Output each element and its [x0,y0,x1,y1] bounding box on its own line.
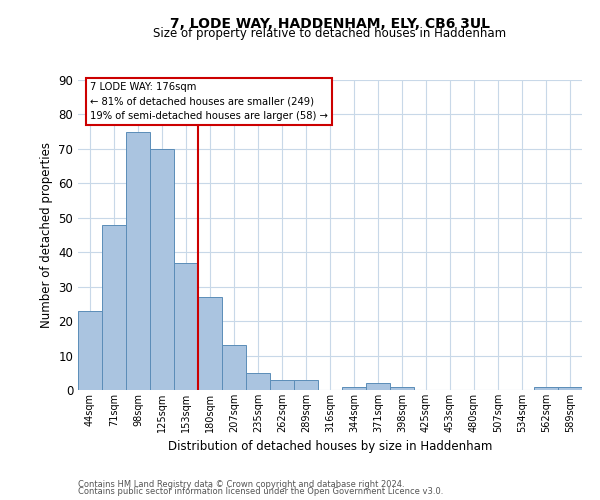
Bar [390,386,414,390]
Text: Contains public sector information licensed under the Open Government Licence v3: Contains public sector information licen… [78,488,443,496]
Bar [102,224,126,390]
Text: Contains HM Land Registry data © Crown copyright and database right 2024.: Contains HM Land Registry data © Crown c… [78,480,404,489]
Bar [246,373,270,390]
Bar [174,262,198,390]
Bar [534,386,558,390]
X-axis label: Distribution of detached houses by size in Haddenham: Distribution of detached houses by size … [168,440,492,454]
Y-axis label: Number of detached properties: Number of detached properties [40,142,53,328]
Text: 7, LODE WAY, HADDENHAM, ELY, CB6 3UL: 7, LODE WAY, HADDENHAM, ELY, CB6 3UL [170,18,490,32]
Bar [150,149,174,390]
Bar [342,386,366,390]
Bar [294,380,318,390]
Bar [270,380,294,390]
Bar [126,132,150,390]
Bar [558,386,582,390]
Text: Size of property relative to detached houses in Haddenham: Size of property relative to detached ho… [154,28,506,40]
Bar [78,311,102,390]
Bar [222,345,246,390]
Text: 7 LODE WAY: 176sqm
← 81% of detached houses are smaller (249)
19% of semi-detach: 7 LODE WAY: 176sqm ← 81% of detached hou… [90,82,328,122]
Bar [366,383,390,390]
Bar [198,297,222,390]
